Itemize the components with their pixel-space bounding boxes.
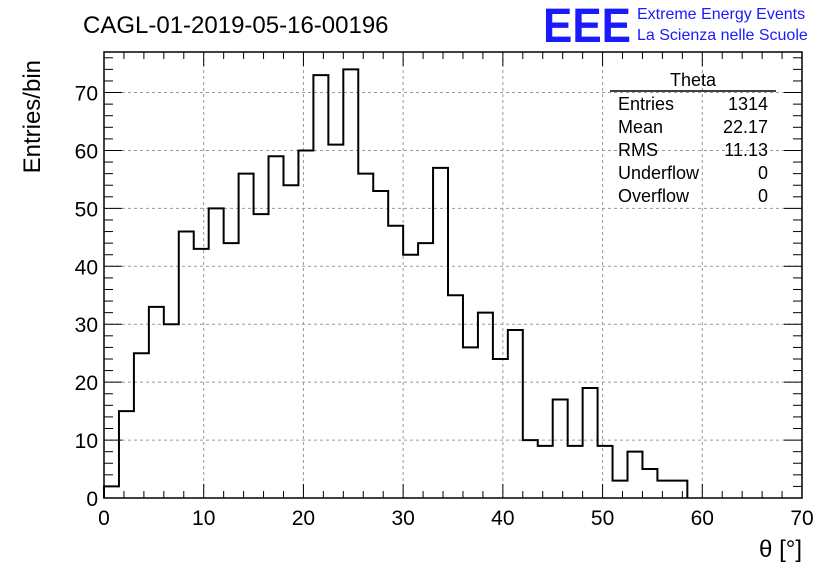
histogram-bin xyxy=(628,452,643,498)
stats-mean-value: 22.17 xyxy=(723,117,768,137)
histogram-bin xyxy=(149,307,164,498)
stats-overflow-value: 0 xyxy=(758,186,768,206)
histogram-bin xyxy=(538,446,553,498)
histogram-bin xyxy=(523,440,538,498)
histogram-bin xyxy=(553,400,568,498)
plot-frame xyxy=(103,51,803,499)
y-tick-label: 30 xyxy=(75,314,98,337)
stats-mean-label: Mean xyxy=(618,117,663,137)
chart-title: CAGL-01-2019-05-16-00196 xyxy=(83,12,389,39)
y-tick-label: 60 xyxy=(75,140,98,163)
histogram-bin xyxy=(433,168,448,498)
stats-rms-label: RMS xyxy=(618,140,658,160)
histogram-bin xyxy=(254,214,269,498)
y-axis-label: Entries/bin xyxy=(19,60,46,173)
x-tick-label: 20 xyxy=(292,507,315,530)
grid-lines xyxy=(104,52,802,498)
histogram-bin xyxy=(283,185,298,498)
histogram-bin xyxy=(239,174,254,498)
histogram-bin xyxy=(403,255,418,498)
histogram-bin xyxy=(134,353,149,498)
y-tick-label: 50 xyxy=(75,198,98,221)
histogram-bin xyxy=(463,347,478,498)
axis-ticks xyxy=(103,52,803,499)
histogram-bin xyxy=(373,191,388,498)
histogram-bin xyxy=(598,446,613,498)
x-tick-label: 70 xyxy=(790,507,813,530)
histogram-bin xyxy=(328,145,343,498)
stats-rms-value: 11.13 xyxy=(724,140,768,160)
histogram-bin xyxy=(493,359,508,498)
histogram-bin xyxy=(583,388,598,498)
histogram-bin xyxy=(508,330,523,498)
histogram-bin xyxy=(478,313,493,498)
logo-line-2: La Scienza nelle Scuole xyxy=(637,27,808,44)
x-tick-label: 30 xyxy=(391,507,414,530)
stats-entries-label: Entries xyxy=(618,94,674,114)
stats-box: Theta Entries 1314 Mean 22.17 RMS 11.13 … xyxy=(610,70,776,206)
stats-entries-value: 1314 xyxy=(728,94,768,114)
stats-overflow-label: Overflow xyxy=(618,186,690,206)
histogram-bin xyxy=(313,75,328,498)
eee-logo: EEE Extreme Energy Events La Scienza nel… xyxy=(543,0,808,53)
histogram-bin xyxy=(209,208,224,498)
x-tick-label: 50 xyxy=(591,507,614,530)
histogram-bin xyxy=(119,411,134,498)
histogram-bin xyxy=(418,243,433,498)
stats-underflow-label: Underflow xyxy=(618,163,700,183)
histogram-bin xyxy=(672,481,687,498)
logo-line-1: Extreme Energy Events xyxy=(637,6,805,23)
histogram-bin xyxy=(179,232,194,498)
histogram-bin xyxy=(194,249,209,498)
y-tick-label: 40 xyxy=(75,256,98,279)
x-tick-label: 40 xyxy=(491,507,514,530)
histogram-bin xyxy=(448,295,463,498)
x-axis-label: θ [°] xyxy=(759,536,802,563)
stats-underflow-value: 0 xyxy=(758,163,768,183)
histogram-bin xyxy=(269,156,284,498)
y-tick-label: 0 xyxy=(86,488,98,511)
histogram-bin xyxy=(164,324,179,498)
tick-labels: 0 10 20 30 40 50 60 70 0 10 20 30 40 50 60 70 xyxy=(75,83,814,530)
histogram-bins xyxy=(104,69,687,498)
y-tick-label: 20 xyxy=(75,372,98,395)
histogram-bin xyxy=(224,243,239,498)
x-tick-label: 60 xyxy=(691,507,714,530)
histogram-bin xyxy=(388,226,403,498)
x-tick-label: 0 xyxy=(98,507,110,530)
histogram-outline xyxy=(103,68,689,498)
stats-name: Theta xyxy=(670,70,717,90)
histogram-bin xyxy=(343,69,358,498)
histogram-bin xyxy=(104,486,119,498)
histogram-bin xyxy=(642,469,657,498)
histogram-bin xyxy=(568,446,583,498)
y-tick-label: 10 xyxy=(75,430,98,453)
histogram-bin xyxy=(298,150,313,498)
histogram-bin xyxy=(358,174,373,498)
x-tick-label: 10 xyxy=(192,507,215,530)
histogram-bin xyxy=(613,481,628,498)
logo-mark: EEE xyxy=(543,0,631,53)
y-tick-label: 70 xyxy=(75,83,98,106)
histogram-bin xyxy=(657,481,672,498)
